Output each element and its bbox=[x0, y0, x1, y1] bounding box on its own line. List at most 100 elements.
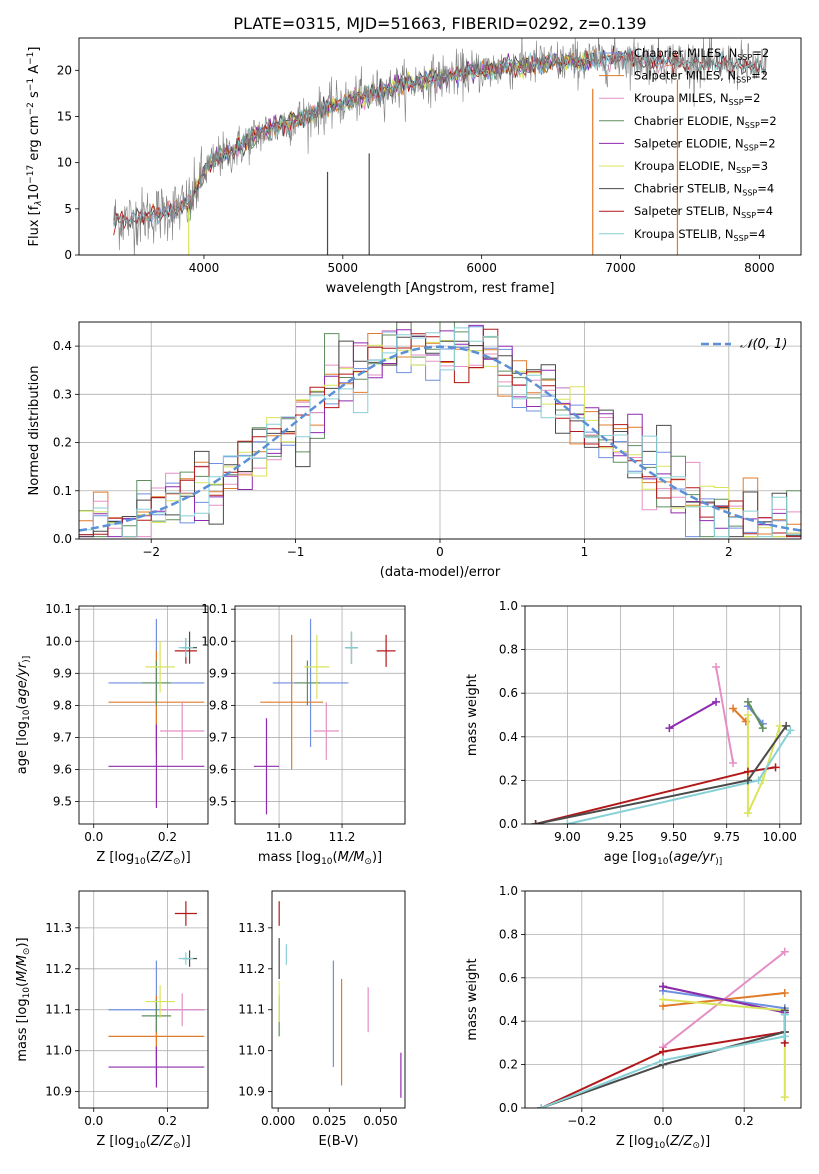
y-axis-label: age [log10(age/yr)] bbox=[15, 656, 32, 774]
x-tick-label: 11.0 bbox=[266, 830, 293, 844]
x-axis-label: E(B-V) bbox=[318, 1134, 358, 1149]
plot-area bbox=[253, 618, 396, 815]
y-tick-label: 1.0 bbox=[499, 599, 518, 613]
model-spectrum-line bbox=[189, 50, 592, 204]
legend-label: Kroupa STELIB, NSSP=4 bbox=[634, 227, 765, 243]
x-tick-label: 0.025 bbox=[312, 1114, 346, 1128]
axes-frame bbox=[78, 37, 802, 256]
legend-label: Kroupa ELODIE, NSSP=3 bbox=[634, 159, 768, 175]
x-tick-label: 0 bbox=[436, 545, 444, 559]
mass-weight-line bbox=[540, 1014, 786, 1108]
panel-mass-vs-EBV: 0.000 0.025 0.050 10.9 11.0 11.1 11.2 11.3 E(B-V… bbox=[238, 890, 406, 1149]
x-tick-label: −1 bbox=[287, 545, 305, 559]
y-tick-label: 0.0 bbox=[499, 817, 518, 831]
y-tick-label: 0.4 bbox=[499, 730, 518, 744]
mass-weight-line bbox=[732, 707, 747, 723]
model-spectrum-line bbox=[189, 53, 592, 199]
mass-weight-marker bbox=[743, 711, 752, 719]
y-tick-label: 0.0 bbox=[499, 1101, 518, 1115]
x-axis-label: mass [log10(M/M⊙)] bbox=[258, 850, 382, 867]
mass-weight-marker bbox=[786, 726, 795, 735]
y-tick-label: 20 bbox=[57, 63, 72, 77]
observed-spectrum-line bbox=[113, 38, 767, 255]
plot-area bbox=[108, 618, 205, 808]
y-tick-label: 0.2 bbox=[499, 1058, 518, 1072]
x-tick-label: 0.2 bbox=[735, 1114, 754, 1128]
x-tick-label: 0.0 bbox=[84, 1114, 103, 1128]
mass-weight-marker bbox=[531, 820, 540, 824]
residual-histogram bbox=[79, 327, 801, 538]
y-tick-label: 9.6 bbox=[53, 763, 72, 777]
mass-weight-line bbox=[747, 701, 764, 729]
legend-label: Chabrier MILES, NSSP=2 bbox=[634, 46, 769, 62]
y-tick-label: 0.1 bbox=[53, 484, 72, 498]
y-tick-label: 9.9 bbox=[209, 666, 228, 680]
mass-weight-marker bbox=[563, 820, 572, 824]
plot-area bbox=[537, 947, 789, 1108]
x-tick-label: −0.2 bbox=[567, 1114, 596, 1128]
y-tick-label: 9.8 bbox=[53, 698, 72, 712]
mass-weight-marker bbox=[712, 663, 721, 672]
y-tick-label: 9.8 bbox=[209, 698, 228, 712]
mass-weight-marker bbox=[743, 767, 752, 776]
mass-weight-marker bbox=[712, 697, 721, 706]
mass-weight-marker bbox=[743, 697, 752, 706]
mass-weight-marker bbox=[771, 763, 780, 772]
panel-age-vs-Z: 0.0 0.2 9.5 9.6 9.7 9.8 9.9 10.0 10.1 Z [log10(Z/… bbox=[15, 602, 209, 867]
y-axis-label: mass weight bbox=[465, 958, 480, 1040]
x-tick-label: 9.50 bbox=[660, 830, 687, 844]
mass-weight-line bbox=[668, 701, 717, 729]
y-tick-label: 0 bbox=[64, 248, 72, 262]
y-tick-label: 10.0 bbox=[201, 634, 228, 648]
x-tick-label: 0.000 bbox=[261, 1114, 295, 1128]
y-tick-label: 0.2 bbox=[53, 436, 72, 450]
x-tick-label: 11.2 bbox=[329, 830, 356, 844]
legend: Chabrier MILES, NSSP=2 Salpeter MILES, NS… bbox=[599, 46, 777, 243]
mass-weight-line bbox=[535, 766, 776, 824]
axes-frame bbox=[524, 605, 802, 825]
y-tick-label: 10.9 bbox=[45, 1085, 72, 1099]
legend-label: Kroupa MILES, NSSP=2 bbox=[634, 91, 760, 107]
plot-area bbox=[113, 38, 767, 255]
mass-weight-marker bbox=[729, 758, 738, 767]
y-tick-label: 9.9 bbox=[53, 666, 72, 680]
y-tick-label: 9.7 bbox=[209, 730, 228, 744]
mass-weight-marker bbox=[659, 1047, 667, 1056]
y-tick-label: 1.0 bbox=[499, 884, 518, 898]
y-tick-label: 0.8 bbox=[499, 927, 518, 941]
mass-weight-marker bbox=[780, 947, 789, 956]
y-tick-label: 11.3 bbox=[238, 921, 265, 935]
x-tick-label: 0.2 bbox=[158, 830, 177, 844]
y-tick-label: 9.6 bbox=[209, 763, 228, 777]
y-tick-label: 15 bbox=[57, 109, 72, 123]
y-tick-label: 0.6 bbox=[499, 971, 518, 985]
mass-weight-marker bbox=[665, 724, 674, 733]
mass-weight-marker bbox=[659, 995, 667, 1004]
panel-residuals: −2 −1 0 1 2 0.0 0.1 0.2 0.3 0.4 𝒩(0, 1) (data-model… bbox=[27, 321, 802, 580]
normal-curve bbox=[79, 345, 801, 532]
x-axis-label: (data-model)/error bbox=[380, 565, 501, 580]
y-tick-label: 10 bbox=[57, 156, 72, 170]
y-tick-label: 11.0 bbox=[45, 1044, 72, 1058]
panel-spectrum: 4000 5000 6000 7000 8000 0 5 10 15 20 Chabrier MIL… bbox=[26, 37, 802, 296]
y-tick-label: 9.5 bbox=[209, 795, 228, 809]
legend-label: Chabrier ELODIE, NSSP=2 bbox=[634, 114, 777, 130]
mass-weight-marker bbox=[743, 776, 752, 785]
y-tick-label: 0.8 bbox=[499, 643, 518, 657]
axes-frame bbox=[78, 321, 802, 540]
x-tick-label: 8000 bbox=[744, 261, 775, 275]
axes-frame bbox=[524, 890, 802, 1109]
y-tick-label: 11.3 bbox=[45, 921, 72, 935]
mass-weight-marker bbox=[782, 721, 791, 730]
y-tick-label: 0.6 bbox=[499, 686, 518, 700]
plot-area bbox=[79, 322, 801, 538]
y-axis-label: Normed distribution bbox=[27, 366, 42, 496]
mass-weight-marker bbox=[780, 1093, 789, 1102]
x-tick-label: 5000 bbox=[328, 261, 359, 275]
y-tick-label: 5 bbox=[64, 202, 72, 216]
x-axis-label: Z [log10(Z/Z⊙)] bbox=[96, 850, 190, 867]
y-tick-label: 0.2 bbox=[499, 773, 518, 787]
mass-weight-marker bbox=[780, 1010, 789, 1019]
x-tick-label: 0.2 bbox=[158, 1114, 177, 1128]
